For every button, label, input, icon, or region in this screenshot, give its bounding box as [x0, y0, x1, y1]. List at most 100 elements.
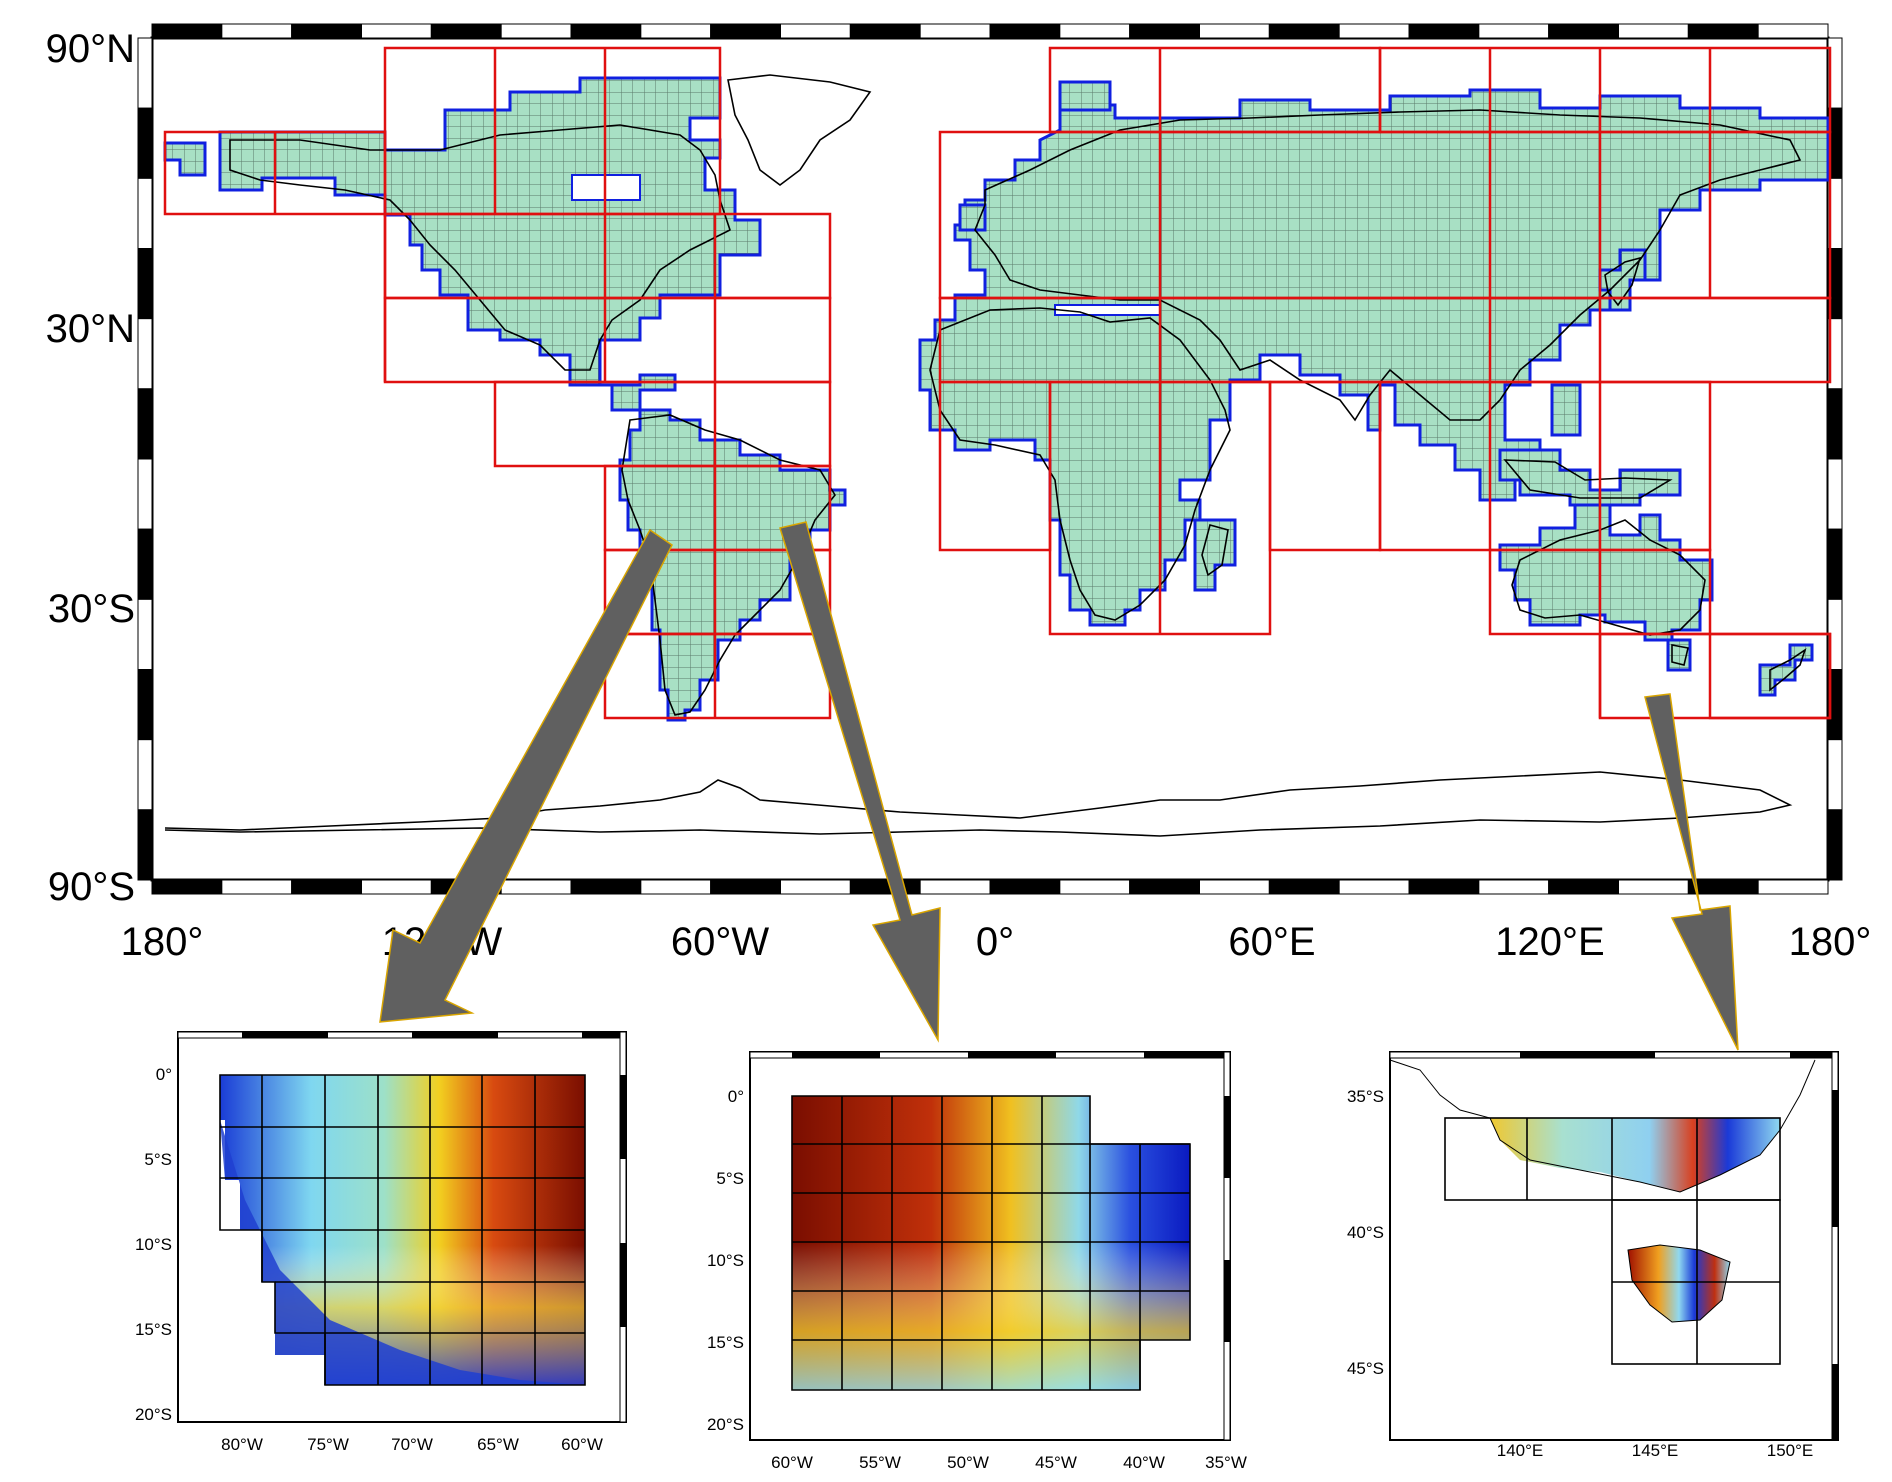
checker-segment: [137, 388, 153, 460]
mask-new-zealand: [1758, 643, 1814, 697]
arrow-to-andes: [379, 528, 673, 1023]
inset-brazil-grid: [791, 1095, 1191, 1391]
frame-checker-bottom: [151, 879, 1829, 895]
checker-segment: [1408, 879, 1480, 895]
australia-lat-35s: 35°S: [1347, 1087, 1384, 1106]
andes-lat-20s: 20°S: [135, 1405, 172, 1424]
australia-lon-150e: 150°E: [1767, 1441, 1814, 1460]
australia-lat-40s: 40°S: [1347, 1223, 1384, 1242]
mask-madagascar: [1193, 518, 1237, 592]
lat-label-90n: 90°N: [46, 27, 135, 71]
checker-segment: [570, 23, 642, 39]
mask-british-isles: [958, 203, 987, 232]
zoom-arrows: [379, 521, 1739, 1051]
checker-segment: [1827, 739, 1843, 811]
checker-segment: [570, 879, 642, 895]
brazil-lon-60w: 60°W: [771, 1453, 813, 1472]
checker-segment: [137, 528, 153, 600]
checker-segment: [1268, 879, 1340, 895]
checker-segment: [849, 879, 921, 895]
lon-label-0: 0°: [976, 920, 1014, 964]
checker-segment: [1827, 528, 1843, 600]
coast-eurasia: [974, 109, 1802, 422]
checker-segment: [1757, 879, 1829, 895]
checker-segment: [1548, 23, 1619, 39]
andes-lon-65w: 65°W: [477, 1435, 519, 1454]
checker-segment: [1059, 879, 1131, 895]
checker-segment: [710, 879, 782, 895]
checker-segment: [1199, 23, 1270, 39]
checker-segment: [137, 107, 153, 179]
inset-andes-lon-labels: 80°W 75°W 70°W 65°W 60°W: [221, 1435, 603, 1454]
checker-segment: [780, 23, 851, 39]
inset-andes-lat-labels: 0° 5°S 10°S 15°S 20°S: [135, 1065, 172, 1424]
coast-japan: [1604, 256, 1642, 307]
world-map: 90°N 30°N 30°S 90°S 180° 120°W 60°W 0° 6…: [46, 23, 1872, 964]
mask-eurasia-africa: [918, 88, 1830, 627]
brazil-lat-10s: 10°S: [707, 1251, 744, 1270]
coast-greenland: [727, 74, 872, 186]
checker-segment: [1338, 879, 1410, 895]
lat-axis-labels: 90°N 30°N 30°S 90°S: [46, 27, 135, 909]
checker-segment: [151, 879, 223, 895]
mask-indonesia: [1498, 448, 1682, 507]
checker-segment: [1687, 879, 1759, 895]
andes-lon-70w: 70°W: [391, 1435, 433, 1454]
inset-andes: 0° 5°S 10°S 15°S 20°S 80°W 75°W 70°W 65°…: [135, 1031, 627, 1454]
brazil-lon-35w: 35°W: [1205, 1453, 1247, 1472]
brazil-lat-0: 0°: [728, 1087, 744, 1106]
lat-label-30n: 30°N: [46, 307, 135, 351]
checker-segment: [1687, 23, 1759, 39]
checker-segment: [1478, 879, 1550, 895]
arrow-to-brazil: [779, 521, 941, 1043]
coast-africa: [929, 307, 1231, 621]
checker-segment: [1129, 23, 1200, 39]
frame-checker-right: [1827, 37, 1843, 881]
checker-segment: [137, 37, 153, 109]
lon-label-60w: 60°W: [671, 920, 769, 964]
checker-segment: [430, 23, 502, 39]
checker-segment: [137, 809, 153, 881]
checker-segment: [361, 879, 432, 895]
inset-australia-grid: [1444, 1117, 1781, 1365]
coast-madagascar: [1201, 524, 1229, 577]
coast-australia: [1511, 519, 1706, 636]
inset-australia-coast: [1389, 1059, 1816, 1323]
checker-segment: [1268, 23, 1340, 39]
arrow-to-australia: [1644, 693, 1739, 1051]
andes-lat-5s: 5°S: [144, 1150, 172, 1169]
land-grid-mask: [163, 76, 1830, 722]
map-frame: [137, 23, 1843, 895]
checker-segment: [221, 23, 293, 39]
checker-segment: [1338, 23, 1410, 39]
checker-segment: [137, 669, 153, 741]
checker-segment: [500, 879, 572, 895]
lon-axis-labels: 180° 120°W 60°W 0° 60°E 120°E 180°: [121, 920, 1872, 964]
frame-checker-top: [151, 23, 1829, 39]
checker-segment: [500, 23, 572, 39]
mask-alaska-west: [163, 141, 207, 177]
mask-australia: [1498, 503, 1714, 642]
coast-antarctica: [164, 771, 1793, 837]
coast-north-america: [229, 124, 731, 371]
brazil-lon-40w: 40°W: [1123, 1453, 1165, 1472]
lon-label-180w: 180°: [121, 920, 204, 964]
mask-mediterranean-gap: [1054, 304, 1161, 316]
frame-checker-left: [137, 37, 153, 881]
mask-north-america: [218, 76, 762, 412]
coast-tasmania: [1671, 644, 1689, 666]
inset-brazil-lat-labels: 0° 5°S 10°S 15°S 20°S: [707, 1087, 744, 1434]
inset-se-australia: 35°S 40°S 45°S 140°E 145°E 150°E: [1347, 1051, 1839, 1460]
checker-segment: [1827, 458, 1843, 530]
checker-segment: [151, 23, 223, 39]
andes-lat-15s: 15°S: [135, 1320, 172, 1339]
andes-lat-10s: 10°S: [135, 1235, 172, 1254]
checker-segment: [989, 23, 1061, 39]
checker-segment: [1478, 23, 1550, 39]
checker-segment: [137, 248, 153, 320]
mask-philippines: [1550, 383, 1582, 437]
checker-segment: [780, 879, 851, 895]
checker-segment: [1827, 388, 1843, 460]
checker-segment: [1408, 23, 1480, 39]
